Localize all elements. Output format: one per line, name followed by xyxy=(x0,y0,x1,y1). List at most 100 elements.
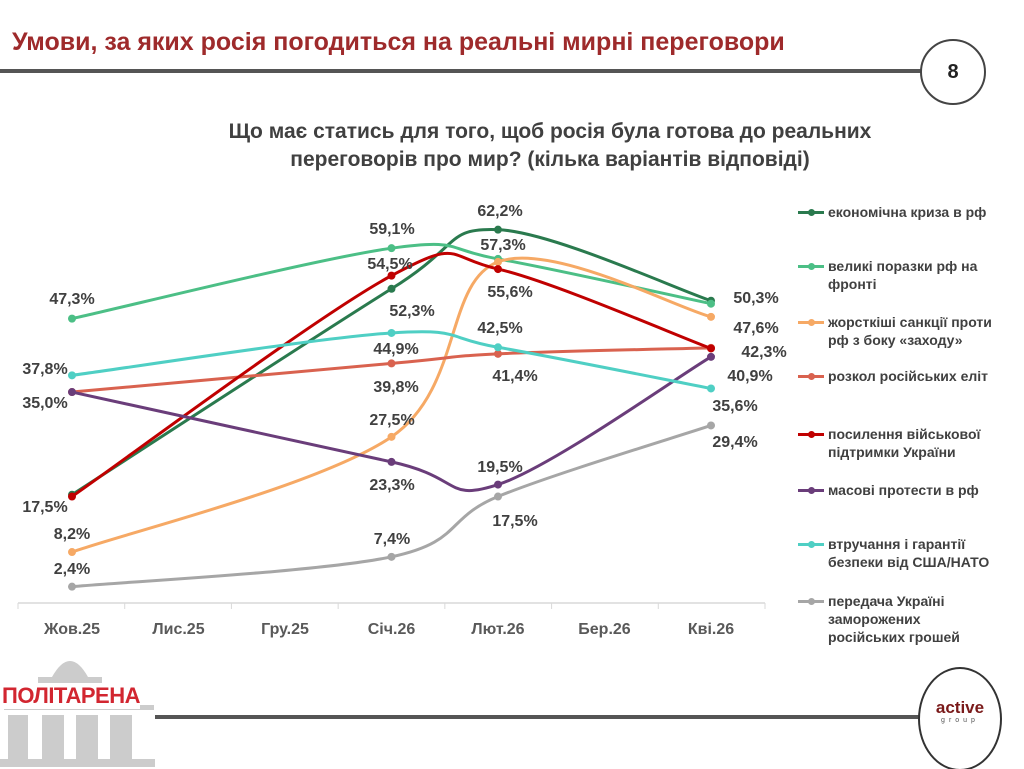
legend-label-line: передача Україні xyxy=(828,593,945,609)
legend-item: втручання і гарантії безпеки від США/НАТО xyxy=(798,535,989,571)
data-label: 50,3% xyxy=(733,290,778,307)
legend-label: посилення військової підтримки України xyxy=(828,425,980,461)
data-point xyxy=(494,225,502,234)
data-point xyxy=(494,257,502,266)
legend-label-line: великі поразки рф на xyxy=(828,258,978,274)
series-line xyxy=(71,330,712,390)
data-point xyxy=(494,480,502,489)
data-label: 47,6% xyxy=(733,320,778,337)
data-label: 27,5% xyxy=(369,412,414,429)
legend-label: втручання і гарантії безпеки від США/НАТО xyxy=(828,535,989,571)
data-point xyxy=(68,371,76,380)
data-label: 35,6% xyxy=(712,398,757,415)
legend-label-line: жорсткіші санкції проти xyxy=(828,314,992,330)
data-point xyxy=(494,492,502,501)
data-point xyxy=(68,388,76,397)
page-number: 8 xyxy=(920,39,986,105)
data-label: 44,9% xyxy=(373,341,418,358)
legend-label: масові протести в рф xyxy=(828,481,979,499)
legend-item: масові протести в рф xyxy=(798,481,979,499)
data-label: 2,4% xyxy=(54,561,90,578)
series-line xyxy=(71,251,712,498)
x-tick-label: Жов.25 xyxy=(43,621,100,638)
legend-label-line: масові протести в рф xyxy=(828,482,979,498)
data-label: 35,0% xyxy=(22,395,67,412)
x-tick-label: Січ.26 xyxy=(368,621,416,638)
data-point xyxy=(707,384,715,393)
data-label: 62,2% xyxy=(477,203,522,220)
data-label: 42,3% xyxy=(741,344,786,361)
data-label: 54,5% xyxy=(367,256,412,273)
active-logo-main: active xyxy=(935,698,985,717)
data-point xyxy=(494,265,502,274)
legend-label: розкол російських еліт xyxy=(828,367,988,385)
data-label: 8,2% xyxy=(54,526,90,543)
legend-item: розкол російських еліт xyxy=(798,367,988,385)
data-label: 57,3% xyxy=(480,237,525,254)
legend-label-line: підтримки України xyxy=(828,444,956,460)
legend-marker-icon xyxy=(798,373,824,380)
legend-label: передача Україні заморожених російських гр… xyxy=(828,592,960,646)
chart-title-line-2: переговорів про мир? (кілька варіантів в… xyxy=(290,148,810,171)
legend-marker-icon xyxy=(798,598,824,605)
series-line xyxy=(71,424,712,589)
legend-label-line: рф з боку «заходу» xyxy=(828,332,963,348)
legend-marker-icon xyxy=(798,541,824,548)
legend-marker-icon xyxy=(798,209,824,216)
legend-label-line: втручання і гарантії xyxy=(828,536,966,552)
data-label: 39,8% xyxy=(373,379,418,396)
data-point xyxy=(387,328,396,337)
data-point xyxy=(387,244,396,253)
legend-label-line: економічна криза в рф xyxy=(828,204,987,220)
legend-marker-icon xyxy=(798,319,824,326)
chart-title: Що має статись для того, щоб росія була … xyxy=(150,118,950,174)
data-point xyxy=(707,344,715,353)
active-group-logo: active group xyxy=(918,667,1002,769)
data-label: 47,3% xyxy=(49,291,94,308)
legend-label-line: російських грошей xyxy=(828,629,960,645)
legend-label-line: безпеки від США/НАТО xyxy=(828,554,990,570)
data-point xyxy=(387,284,396,293)
data-label: 17,5% xyxy=(492,513,537,530)
series-line xyxy=(71,355,712,493)
active-logo-sub: group xyxy=(941,717,979,724)
data-label: 41,4% xyxy=(492,368,537,385)
legend-marker-icon xyxy=(798,487,824,494)
data-point xyxy=(494,343,502,352)
legend-label: жорсткіші санкції проти рф з боку «заходу… xyxy=(828,313,992,349)
x-tick-label: Кві.26 xyxy=(688,621,734,638)
x-tick-label: Лют.26 xyxy=(471,621,524,638)
x-tick-label: Лис.25 xyxy=(152,621,204,638)
data-point xyxy=(707,421,715,430)
data-point xyxy=(707,299,715,308)
data-point xyxy=(707,352,715,361)
data-label: 17,5% xyxy=(22,499,67,516)
chart-title-line-1: Що має статись для того, щоб росія була … xyxy=(228,120,872,143)
legend-label-line: посилення військової xyxy=(828,426,981,442)
legend-label: економічна криза в рф xyxy=(828,203,986,221)
data-label: 40,9% xyxy=(727,368,772,385)
legend-marker-icon xyxy=(798,263,824,270)
legend-label-line: фронті xyxy=(828,276,877,292)
data-label: 19,5% xyxy=(477,459,522,476)
data-label: 7,4% xyxy=(374,531,410,548)
data-point xyxy=(387,457,396,466)
legend-item: великі поразки рф на фронті xyxy=(798,257,977,293)
data-label: 37,8% xyxy=(22,361,67,378)
line-chart: Жов.25 Лис.25 Гру.25 Січ.26 Лют.26 Бер.26 Кві.… xyxy=(17,203,787,638)
data-point xyxy=(494,349,502,358)
legend-label-line: розкол російських еліт xyxy=(828,368,988,384)
politarena-logo-text: ПОЛІТАРЕНА xyxy=(2,683,141,709)
legend-marker-icon xyxy=(798,431,824,438)
data-label: 29,4% xyxy=(712,434,757,451)
data-point xyxy=(68,492,76,501)
series-line xyxy=(71,346,712,394)
data-point xyxy=(387,359,396,368)
data-point xyxy=(68,314,76,323)
footer-divider xyxy=(155,715,925,719)
header-divider xyxy=(0,69,922,73)
legend-item: посилення військової підтримки України xyxy=(798,425,980,461)
data-point xyxy=(707,312,715,321)
data-label: 52,3% xyxy=(389,303,434,320)
data-label: 55,6% xyxy=(487,284,532,301)
